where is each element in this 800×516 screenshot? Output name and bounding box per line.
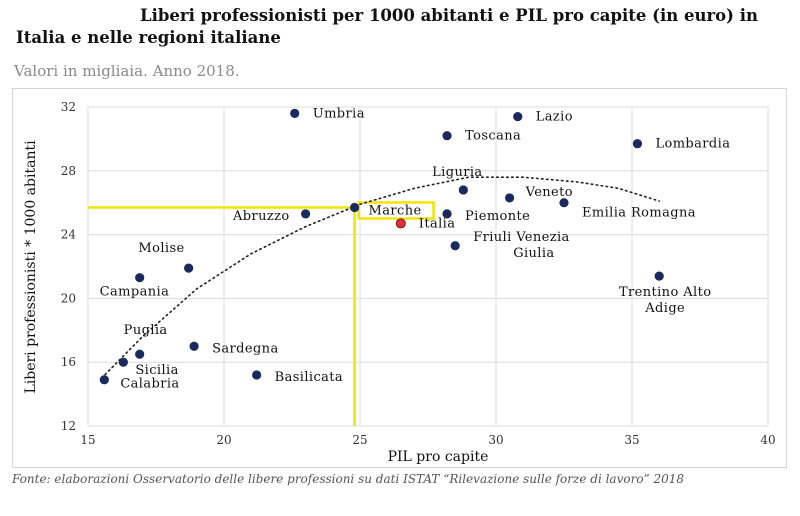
x-axis-label: PIL pro capite bbox=[388, 449, 489, 465]
label-friuli-venezia-giulia: Friuli Venezia Giulia bbox=[473, 230, 570, 261]
point-sicilia bbox=[118, 357, 128, 367]
point-umbria bbox=[290, 108, 300, 118]
point-campania bbox=[135, 273, 145, 283]
gridlines bbox=[87, 106, 769, 427]
label-toscana: Toscana bbox=[465, 129, 521, 144]
label-italia: Italia bbox=[419, 216, 456, 231]
point-toscana bbox=[442, 131, 452, 141]
y-tick-label: 16 bbox=[61, 355, 76, 369]
label-calabria: Calabria bbox=[120, 377, 179, 392]
label-puglia: Puglia bbox=[124, 323, 168, 338]
x-tick-label: 25 bbox=[352, 433, 367, 447]
label-trentino-alto-adige-line: Adige bbox=[644, 301, 685, 316]
point-friuli-venezia-giulia bbox=[450, 241, 460, 251]
chart-title: Liberi professionisti per 1000 abitanti … bbox=[16, 6, 758, 47]
label-marche: Marche bbox=[369, 203, 422, 218]
label-campania: Campania bbox=[100, 285, 170, 300]
label-friuli-venezia-giulia-line: Giulia bbox=[513, 246, 554, 261]
y-tick-label: 24 bbox=[61, 228, 77, 242]
label-sicilia: Sicilia bbox=[135, 363, 178, 378]
label-abruzzo: Abruzzo bbox=[232, 209, 290, 224]
point-basilicata bbox=[252, 370, 262, 380]
label-veneto: Veneto bbox=[525, 185, 573, 200]
point-emilia-romagna bbox=[559, 198, 569, 208]
y-axis-label: Liberi professionisti * 1000 abitanti bbox=[23, 140, 39, 394]
x-tick-label: 30 bbox=[488, 433, 503, 447]
label-friuli-venezia-giulia-line: Friuli Venezia bbox=[473, 230, 570, 245]
y-tick-label: 32 bbox=[61, 100, 76, 114]
point-liguria bbox=[458, 185, 468, 195]
point-lazio bbox=[513, 111, 523, 122]
y-tick-label: 20 bbox=[61, 291, 76, 305]
label-lombardia: Lombardia bbox=[655, 137, 730, 152]
label-umbria: Umbria bbox=[313, 106, 365, 121]
point-lombardia bbox=[632, 139, 643, 149]
chart-frame bbox=[12, 88, 787, 468]
x-tick-label: 20 bbox=[216, 433, 231, 447]
marche-highlight-box bbox=[357, 201, 435, 220]
chart-subtitle: Valori in migliaia. Anno 2018. bbox=[14, 62, 240, 80]
label-sardegna: Sardegna bbox=[212, 341, 279, 356]
reference-lines bbox=[88, 201, 435, 426]
label-lazio: Lazio bbox=[536, 110, 573, 125]
label-liguria: Liguria bbox=[432, 165, 482, 180]
x-tick-label: 40 bbox=[760, 433, 775, 447]
point-trentino-alto-adige bbox=[654, 271, 664, 281]
label-piemonte: Piemonte bbox=[465, 209, 530, 224]
point-piemonte bbox=[442, 209, 452, 219]
point-molise bbox=[184, 263, 194, 273]
label-trentino-alto-adige: Trentino Alto Adige bbox=[619, 285, 711, 316]
x-tick-label: 15 bbox=[80, 433, 95, 447]
point-puglia bbox=[135, 349, 145, 359]
axes: 15 20 25 30 35 40 12 16 20 24 28 32 bbox=[61, 100, 776, 447]
data-points bbox=[99, 108, 664, 385]
label-emilia-romagna: Emilia Romagna bbox=[582, 206, 696, 221]
x-tick-label: 35 bbox=[624, 433, 639, 447]
point-marche bbox=[349, 202, 360, 213]
label-basilicata: Basilicata bbox=[275, 370, 343, 385]
point-calabria bbox=[99, 375, 109, 385]
point-labels: Umbria Lazio Toscana Lombardia Liguria Veneto… bbox=[100, 106, 730, 392]
y-tick-label: 28 bbox=[61, 164, 76, 178]
point-abruzzo bbox=[301, 209, 311, 219]
point-sardegna bbox=[189, 341, 199, 351]
label-trentino-alto-adige-line: Trentino Alto bbox=[619, 285, 711, 300]
label-molise: Molise bbox=[138, 241, 184, 256]
source-note: Fonte: elaborazioni Osservatorio delle l… bbox=[12, 472, 685, 486]
y-tick-label: 12 bbox=[61, 419, 76, 433]
point-veneto bbox=[505, 193, 515, 203]
point-italia bbox=[395, 218, 406, 229]
